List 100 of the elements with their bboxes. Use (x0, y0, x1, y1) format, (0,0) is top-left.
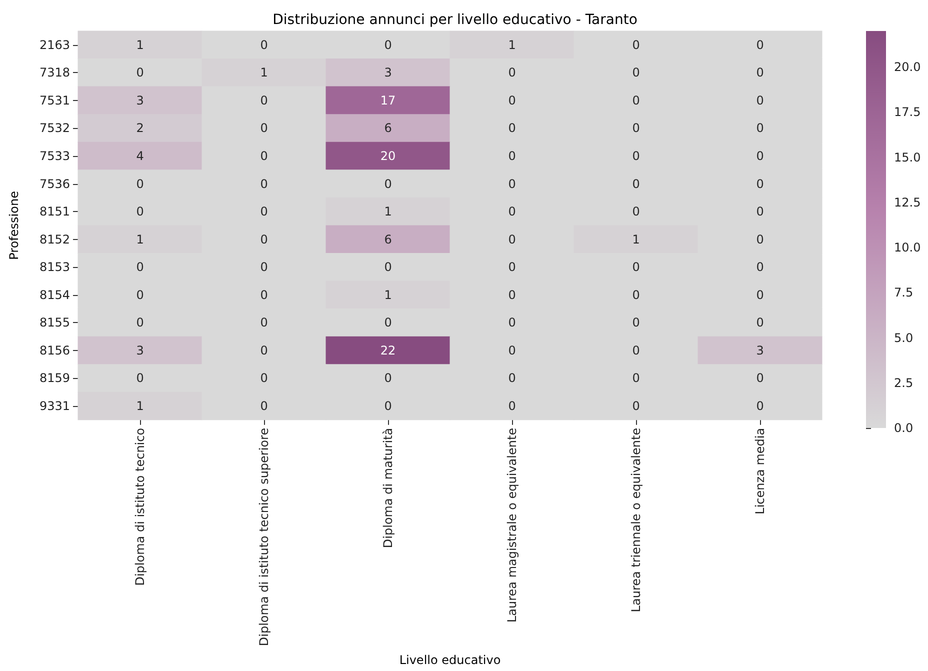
data-label: 0 (508, 232, 516, 246)
y-tick-label: 7318 (39, 66, 70, 80)
x-tick-label: Diploma di maturità (381, 428, 395, 548)
data-label: 0 (508, 66, 516, 80)
data-label: 0 (260, 38, 268, 52)
data-label: 6 (384, 121, 392, 136)
data-label: 0 (632, 343, 640, 358)
y-tick-label: 7532 (39, 121, 70, 136)
data-label: 0 (756, 371, 764, 386)
color-bar-label: 2.5 (894, 376, 914, 390)
data-label: 22 (380, 343, 396, 358)
data-label: 0 (508, 121, 516, 136)
data-label: 0 (756, 93, 764, 108)
color-bar-label: 15.0 (894, 150, 921, 164)
data-label: 0 (756, 260, 764, 274)
data-label: 0 (756, 288, 764, 302)
data-label: 0 (756, 66, 764, 80)
y-tick-label: 8153 (39, 260, 70, 274)
data-label: 0 (632, 399, 640, 414)
data-label: 3 (756, 343, 764, 358)
color-bar-label: 7.5 (894, 286, 914, 300)
data-label: 1 (136, 232, 144, 246)
data-label: 0 (756, 204, 764, 219)
data-label: 0 (756, 176, 764, 191)
x-axis-title: Livello educativo (399, 653, 501, 667)
data-label: 0 (508, 343, 516, 358)
data-label: 0 (632, 371, 640, 386)
data-label: 0 (632, 260, 640, 274)
x-tick-label: Laurea triennale o equivalente (629, 428, 643, 612)
data-label: 1 (632, 232, 640, 246)
data-label: 4 (136, 149, 144, 164)
x-tick-label: Diploma di istituto tecnico (133, 428, 147, 586)
data-label: 20 (380, 149, 396, 164)
data-label: 0 (260, 316, 268, 330)
data-label: 0 (632, 176, 640, 191)
data-label: 0 (632, 288, 640, 302)
data-label: 3 (384, 66, 392, 80)
data-label: 2 (136, 121, 144, 136)
data-label: 0 (508, 93, 516, 108)
y-tick-label: 8154 (39, 288, 70, 302)
y-tick-label: 7531 (39, 93, 70, 108)
data-label: 0 (384, 260, 392, 274)
y-tick-label: 8152 (39, 232, 70, 246)
data-label: 1 (136, 399, 144, 414)
data-label: 0 (632, 121, 640, 136)
x-tick-label: Laurea magistrale o equivalente (505, 428, 519, 623)
data-label: 0 (632, 204, 640, 219)
data-label: 0 (756, 149, 764, 164)
y-tick-label: 9331 (39, 399, 70, 414)
y-tick-label: 8151 (39, 204, 70, 219)
data-label: 0 (756, 399, 764, 414)
data-label: 0 (384, 399, 392, 414)
data-label: 0 (632, 149, 640, 164)
data-label: 0 (260, 204, 268, 219)
data-label: 0 (260, 232, 268, 246)
data-label: 0 (136, 371, 144, 386)
data-label: 0 (384, 38, 392, 52)
data-label: 6 (384, 232, 392, 246)
data-label: 0 (756, 38, 764, 52)
x-tick-label: Licenza media (753, 428, 767, 514)
data-label: 0 (384, 176, 392, 191)
data-label: 0 (260, 371, 268, 386)
data-label: 0 (136, 204, 144, 219)
data-label: 0 (632, 66, 640, 80)
data-label: 1 (260, 66, 268, 80)
data-label: 0 (632, 93, 640, 108)
data-label: 0 (136, 176, 144, 191)
data-label: 0 (260, 121, 268, 136)
data-label: 0 (260, 288, 268, 302)
color-bar-label: 20.0 (894, 60, 921, 74)
data-label: 0 (756, 316, 764, 330)
color-bar-label: 5.0 (894, 330, 914, 345)
y-tick-label: 7536 (39, 176, 70, 191)
data-label: 0 (260, 260, 268, 274)
data-label: 0 (260, 399, 268, 414)
data-label: 0 (384, 371, 392, 386)
data-label: 3 (136, 343, 144, 358)
data-label: 1 (384, 204, 392, 219)
y-axis-title: Professione (7, 191, 21, 260)
y-tick-label: 2163 (39, 38, 70, 52)
data-label: 0 (756, 232, 764, 246)
data-label: 0 (508, 176, 516, 191)
data-label: 0 (508, 399, 516, 414)
y-tick-label: 7533 (39, 149, 70, 164)
data-label: 1 (136, 38, 144, 52)
color-bar-label: 12.5 (894, 195, 921, 210)
data-label: 0 (136, 66, 144, 80)
data-label: 0 (136, 288, 144, 302)
data-label: 0 (756, 121, 764, 136)
data-label: 0 (260, 176, 268, 191)
data-label: 1 (384, 288, 392, 302)
color-bar-label: 10.0 (894, 240, 921, 255)
data-label: 0 (136, 316, 144, 330)
data-label: 0 (260, 149, 268, 164)
data-label: 0 (384, 316, 392, 330)
chart-title: Distribuzione annunci per livello educativo - Taranto (272, 12, 638, 28)
data-label: 17 (380, 93, 396, 108)
y-tick-label: 8156 (39, 343, 70, 358)
data-label: 0 (508, 316, 516, 330)
data-label: 0 (508, 288, 516, 302)
